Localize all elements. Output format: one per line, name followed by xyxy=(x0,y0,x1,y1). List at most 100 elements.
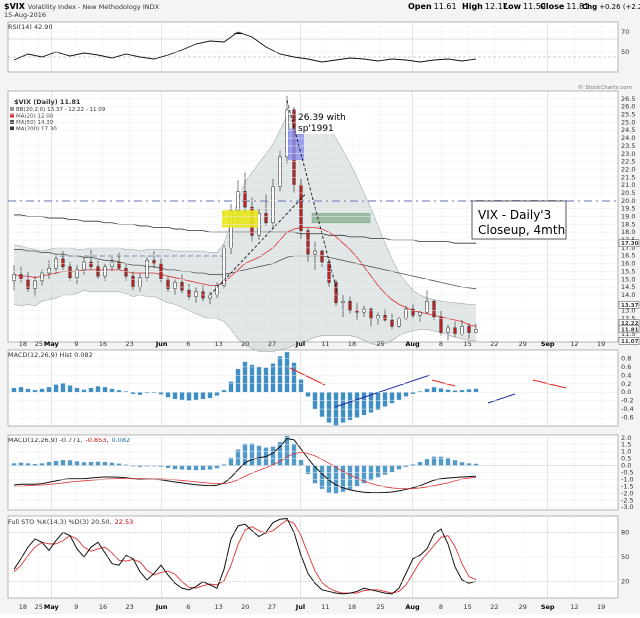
note-box xyxy=(296,112,370,134)
macd-line xyxy=(13,437,477,494)
histogram-bar xyxy=(74,388,80,393)
histogram-bar xyxy=(291,362,297,393)
candle-body xyxy=(474,329,478,333)
histogram-bar xyxy=(459,462,465,466)
histogram-bar xyxy=(116,390,122,393)
histogram-bar xyxy=(158,465,164,467)
x-tick-label: 16 xyxy=(99,603,107,611)
price-tag: 12.22 xyxy=(621,321,639,327)
histogram-bar xyxy=(333,392,339,426)
histogram-bar xyxy=(88,388,94,393)
y-tick-label: 0.4 xyxy=(621,371,631,379)
histogram-bar xyxy=(284,436,290,466)
quote-open: Open 11.61 xyxy=(408,2,457,11)
histogram-bar xyxy=(193,392,199,400)
x-tick-label-mid: 13 xyxy=(214,340,222,348)
x-tick-label-mid: 22 xyxy=(490,340,498,348)
histogram-bar xyxy=(312,465,318,484)
histogram-bar xyxy=(18,387,24,393)
candle-body xyxy=(271,186,275,224)
candle-body xyxy=(320,250,324,263)
x-tick-label-mid: 6 xyxy=(186,340,190,348)
histogram-bar xyxy=(46,387,52,393)
rsi-legend: RSI(14) 42.90 xyxy=(8,23,53,31)
histogram-bar xyxy=(249,443,255,466)
price-tag: 11.81 xyxy=(621,327,639,333)
x-tick-label: 15 xyxy=(464,603,472,611)
y-tick-label: 50 xyxy=(621,553,629,561)
highlight-purple-box xyxy=(288,128,304,161)
macd-hist-legend: MACD(12,26,9) Hist 0.082 xyxy=(8,351,93,359)
quote-change: Chg+0.26 (+2.25%) xyxy=(582,3,640,11)
histogram-bar xyxy=(354,465,360,487)
rsi-overbought-fill xyxy=(233,32,243,34)
histogram-bar xyxy=(95,386,101,393)
x-tick-label-mid: May xyxy=(44,340,60,348)
candle-body xyxy=(418,311,422,316)
histogram-bar xyxy=(305,465,311,474)
histogram-bar xyxy=(144,465,150,467)
x-tick-label: 12 xyxy=(570,603,578,611)
histogram-bar xyxy=(60,382,66,393)
histogram-bar xyxy=(403,465,409,467)
chart-date: 15-Aug-2016 xyxy=(4,11,46,19)
candle-body xyxy=(187,289,191,297)
histogram-bar xyxy=(25,463,31,466)
histogram-bar xyxy=(459,390,465,393)
legend-swatch xyxy=(10,113,14,118)
histogram-bar xyxy=(60,460,66,466)
histogram-bar xyxy=(263,367,269,393)
rsi-panel: RSI(14) 42.90 50 70 xyxy=(8,23,629,63)
x-tick-label-mid: 12 xyxy=(570,340,578,348)
candle-body xyxy=(306,230,310,255)
x-tick-label-mid: 20 xyxy=(241,340,249,348)
histogram-bar xyxy=(228,457,234,466)
x-tick-label: May xyxy=(44,603,60,611)
histogram-bar xyxy=(340,392,346,423)
histogram-bar xyxy=(361,465,367,484)
x-tick-label: 18 xyxy=(348,603,356,611)
y-tick-label: 22.0 xyxy=(621,165,635,173)
chart-label-box xyxy=(471,200,567,240)
y-tick-label: 23.5 xyxy=(621,142,635,150)
histogram-bar xyxy=(130,465,136,467)
y-tick-label: 11.5 xyxy=(621,330,635,338)
panel-frame-mh xyxy=(7,349,619,427)
sto-legend: Full STO %K(14,3) %D(3) 20.50, 22.53 xyxy=(8,518,133,526)
x-tick-label-mid: 11 xyxy=(321,340,329,348)
y-tick-label: 18.0 xyxy=(621,228,635,236)
y-tick-label: 12.5 xyxy=(621,314,635,322)
candle-body xyxy=(432,300,436,318)
annotations xyxy=(209,100,371,296)
histogram-bar xyxy=(137,465,143,467)
x-tick-label: 25 xyxy=(35,603,43,611)
x-tick-label: 23 xyxy=(126,603,134,611)
histogram-bar xyxy=(319,465,325,489)
x-tick-label-mid: 8 xyxy=(439,340,443,348)
candle-body xyxy=(390,319,394,327)
note-line2: sp'1991 xyxy=(298,124,334,134)
histogram-bar xyxy=(298,379,304,393)
quote-low: Low 11.59 xyxy=(503,2,546,11)
y-tick-label: 13.0 xyxy=(621,307,635,315)
x-tick-label: Aug xyxy=(405,603,420,611)
histogram-bar xyxy=(186,392,192,401)
y-tick-label: 0.5 xyxy=(621,455,631,463)
histogram-bar xyxy=(445,389,451,393)
candle-body xyxy=(89,261,93,267)
x-tick-label: 13 xyxy=(214,603,222,611)
y-tick-label: -0.5 xyxy=(621,469,634,477)
stochastic-panel: Full STO %K(14,3) %D(3) 20.50, 22.53 20 50… xyxy=(8,517,629,595)
y-tick-label: -2.5 xyxy=(621,496,634,504)
histogram-bar xyxy=(67,385,73,393)
y-tick-label: 23.0 xyxy=(621,150,635,158)
y-tick-label: 50 xyxy=(621,48,629,56)
y-tick-label: 26.0 xyxy=(621,103,635,111)
y-tick-label: 0.0 xyxy=(621,388,631,396)
candle-body xyxy=(460,326,464,335)
y-tick-label: 0.6 xyxy=(621,363,631,371)
histogram-bar xyxy=(403,392,409,397)
price-tag: 13.37 xyxy=(621,303,639,309)
histogram-bar xyxy=(347,465,353,490)
histogram-bar xyxy=(291,443,297,466)
